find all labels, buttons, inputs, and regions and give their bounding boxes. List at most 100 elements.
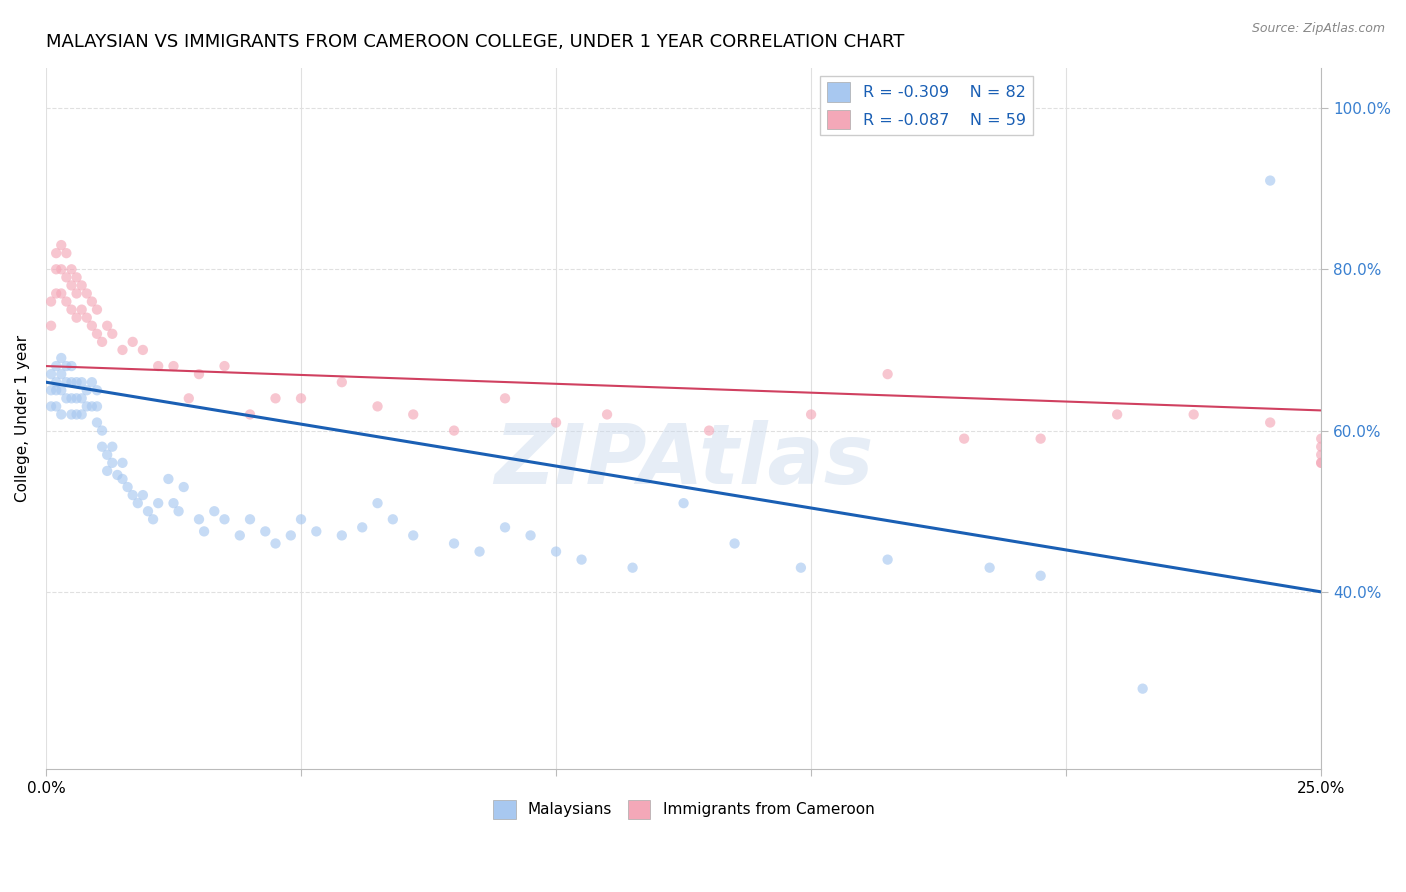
Point (45, 246, 67, 260)
Point (173, 480, 195, 494)
Point (111, 456, 134, 470)
Point (621, 560, 644, 574)
Point (214, 512, 236, 526)
Point (367, 400, 389, 414)
Point (571, 552, 593, 566)
Point (111, 472, 134, 486)
Point (65, 310, 87, 325)
Point (136, 504, 159, 518)
Point (229, 528, 252, 542)
Point (45, 400, 67, 414)
Point (876, 367, 898, 381)
Point (519, 528, 541, 542)
Point (39, 400, 62, 414)
Point (402, 528, 425, 542)
Point (1029, 432, 1052, 446)
Point (188, 512, 211, 526)
Point (127, 496, 149, 510)
Point (60, 392, 83, 406)
Point (290, 392, 312, 406)
Point (55, 270, 77, 285)
Point (111, 343, 134, 357)
Point (60, 375, 83, 389)
Point (51, 384, 73, 398)
Point (494, 520, 516, 534)
Point (80, 294, 103, 309)
Text: Source: ZipAtlas.com: Source: ZipAtlas.com (1251, 22, 1385, 36)
Point (45, 375, 67, 389)
Point (443, 424, 465, 438)
Point (132, 488, 155, 502)
Point (330, 528, 353, 542)
Point (39, 318, 62, 333)
Point (86, 326, 108, 341)
Point (305, 524, 328, 539)
Point (51, 351, 73, 365)
Point (239, 408, 262, 422)
Point (65, 375, 87, 389)
Point (121, 334, 143, 349)
Point (290, 512, 312, 526)
Point (117, 480, 139, 494)
Point (39, 367, 62, 381)
Point (162, 496, 184, 510)
Point (101, 440, 124, 454)
Point (86, 400, 108, 414)
Point (55, 246, 77, 260)
Point (148, 359, 170, 373)
Point (39, 384, 62, 398)
Point (157, 472, 180, 486)
Point (76, 384, 98, 398)
Point (60, 262, 83, 277)
Point (544, 416, 567, 430)
Point (51, 367, 73, 381)
Point (51, 408, 73, 422)
Point (55, 392, 77, 406)
Point (80, 375, 103, 389)
Point (76, 400, 98, 414)
Point (1310, 440, 1333, 454)
Point (1310, 448, 1333, 462)
Point (70, 302, 93, 317)
Point (121, 488, 143, 502)
Point (188, 367, 211, 381)
Point (953, 432, 976, 446)
Point (596, 408, 619, 422)
Point (51, 238, 73, 252)
Point (91, 334, 114, 349)
Text: ZIPAtlas: ZIPAtlas (494, 420, 873, 501)
Point (55, 359, 77, 373)
Point (177, 392, 200, 406)
Point (1029, 568, 1052, 582)
Point (132, 343, 155, 357)
Point (70, 408, 93, 422)
Point (697, 424, 720, 438)
Point (96, 448, 118, 462)
Point (800, 408, 823, 422)
Point (91, 440, 114, 454)
Point (1182, 408, 1205, 422)
Point (352, 520, 374, 534)
Point (979, 560, 1001, 574)
Point (60, 302, 83, 317)
Point (51, 286, 73, 301)
Point (264, 392, 287, 406)
Point (86, 416, 108, 430)
Point (91, 424, 114, 438)
Point (162, 359, 184, 373)
Point (790, 560, 813, 574)
Point (65, 270, 87, 285)
Point (876, 552, 898, 566)
Point (70, 278, 93, 293)
Point (443, 536, 465, 550)
Point (101, 326, 124, 341)
Point (193, 524, 215, 539)
Point (1132, 681, 1154, 696)
Point (367, 496, 389, 510)
Point (1310, 456, 1333, 470)
Point (60, 278, 83, 293)
Point (264, 536, 287, 550)
Legend: Malaysians, Immigrants from Cameroon: Malaysians, Immigrants from Cameroon (486, 794, 880, 825)
Point (1258, 173, 1281, 187)
Point (76, 286, 98, 301)
